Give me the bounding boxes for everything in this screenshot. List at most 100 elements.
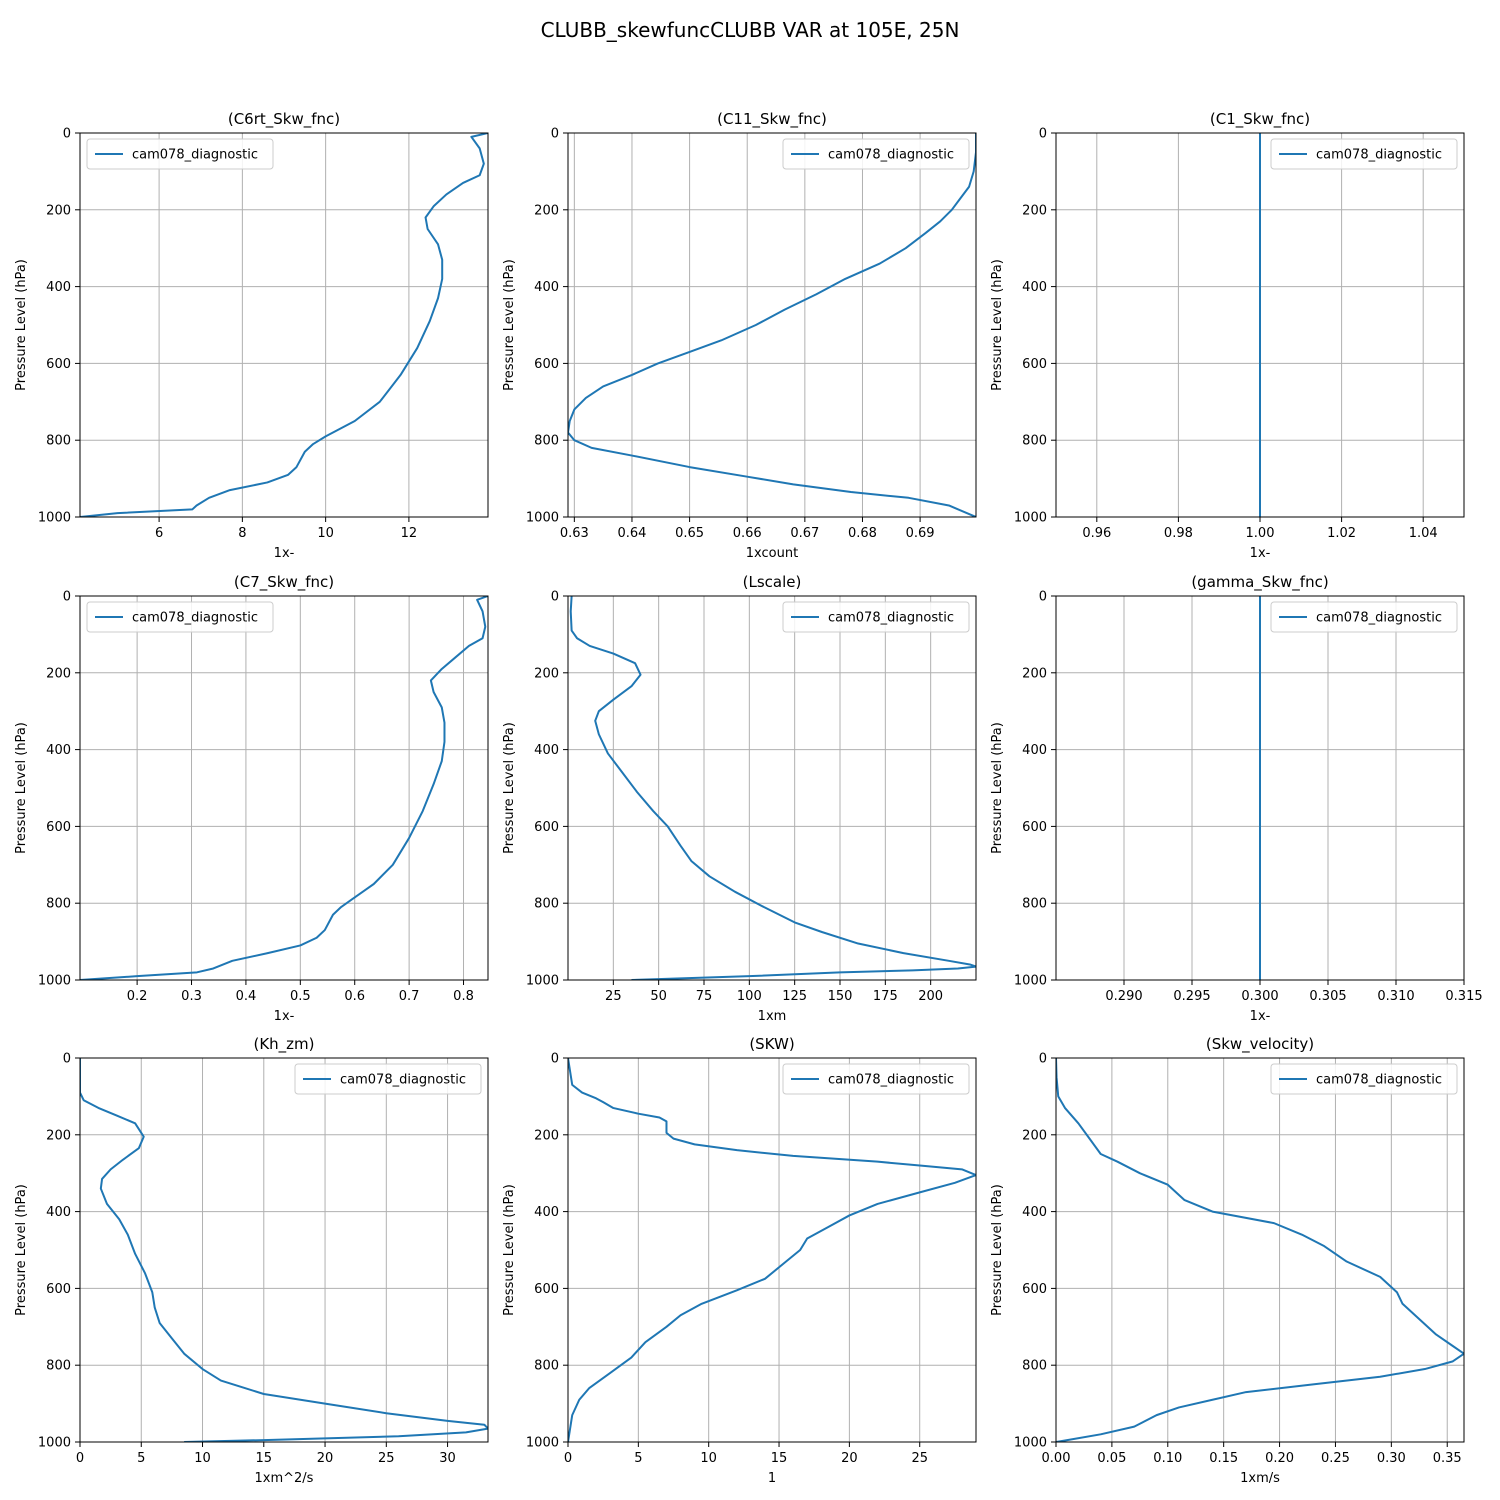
subplot-6: 0 5 10 15 20 25 30 0 200 400 600 800 1000 (Kh_zm) 1xm^… [14,1035,489,1486]
x-tick-label: 10 [700,1451,717,1466]
x-tick-label: 0.3 [181,989,202,1004]
legend-box [86,601,274,633]
y-tick-label: 400 [46,743,71,758]
y-tick-label: 400 [534,743,559,758]
axes-frame [79,132,489,518]
legend-box [1270,1063,1458,1095]
x-tick-label: 0.5 [290,989,311,1004]
x-tick-label: 25 [605,989,622,1004]
subplot-title: (Skw_velocity) [1206,1035,1314,1054]
subplot-title: (Lscale) [743,573,802,591]
series-line-0 [569,596,976,980]
subplot-4: 25 50 75 100 125 150 175 200 0 200 400 600 800 1000 (L… [502,573,977,1024]
x-tick-label: 150 [828,989,853,1004]
x-tick-label: 0 [76,1451,84,1466]
y-axis-label: Pressure Level (hPa) [502,722,517,854]
legend-label: cam078_diagnostic [1316,1073,1442,1088]
x-tick-label: 30 [439,1451,456,1466]
x-tick-label: 20 [841,1451,858,1466]
y-tick-label: 600 [46,820,71,835]
series-line-0 [568,1058,976,1442]
y-tick-label: 600 [46,1282,71,1297]
y-tick-label: 1000 [38,974,71,989]
y-tick-label: 200 [46,666,71,681]
x-tick-label: 75 [696,989,713,1004]
x-tick-label: 0.305 [1309,989,1346,1004]
legend-label: cam078_diagnostic [828,611,954,626]
legend: cam078_diagnostic [1270,1063,1458,1095]
y-axis-label: Pressure Level (hPa) [502,259,517,391]
series-line-0 [80,596,488,980]
legend-label: cam078_diagnostic [340,1073,466,1088]
x-tick-label: 0.300 [1241,989,1278,1004]
legend-label: cam078_diagnostic [828,148,954,163]
y-tick-label: 0 [63,127,71,142]
x-tick-label: 10 [194,1451,211,1466]
y-tick-label: 1000 [526,974,559,989]
legend-box [782,138,970,170]
series-line-0 [568,133,976,517]
series-line-0 [80,1058,488,1442]
subplot-title: (SKW) [749,1035,794,1053]
y-axis-label: Pressure Level (hPa) [990,259,1005,391]
x-tick-label: 1.02 [1327,526,1356,541]
y-tick-label: 1000 [526,511,559,526]
legend-box [1270,601,1458,633]
y-tick-label: 600 [534,1282,559,1297]
subplot-title: (gamma_Skw_fnc) [1191,573,1328,592]
y-tick-label: 0 [63,590,71,605]
axes-frame [567,1057,977,1443]
x-axis-label: 1xcount [746,546,798,561]
x-tick-label: 0.96 [1082,526,1111,541]
x-tick-label: 0 [564,1451,572,1466]
x-tick-label: 1.04 [1409,526,1438,541]
y-axis-label: Pressure Level (hPa) [502,1184,517,1316]
x-axis-label: 1x- [1250,1009,1271,1024]
x-tick-label: 0.30 [1377,1451,1406,1466]
y-tick-label: 0 [551,1052,559,1067]
axes-frame [567,132,977,518]
x-tick-label: 0.00 [1042,1451,1071,1466]
y-axis-label: Pressure Level (hPa) [990,722,1005,854]
y-tick-label: 1000 [38,1436,71,1451]
legend-box [782,1063,970,1095]
legend-box [1270,138,1458,170]
subplot-2: 0.96 0.98 1.00 1.02 1.04 0 200 400 600 800 1000 (C1… [990,110,1465,561]
x-axis-label: 1 [768,1471,776,1486]
y-tick-label: 800 [1022,897,1047,912]
y-tick-label: 400 [1022,1205,1047,1220]
y-tick-label: 0 [551,590,559,605]
y-tick-label: 0 [1039,127,1047,142]
subplot-grid: 6 8 10 1202004006008001000(C6rt_Skw_fnc)1x-… [14,110,1483,1486]
x-axis-label: 1x- [274,1009,295,1024]
y-tick-label: 0 [63,1052,71,1067]
y-tick-label: 600 [1022,357,1047,372]
y-tick-label: 0 [1039,1052,1047,1067]
y-tick-label: 800 [1022,1359,1047,1374]
y-tick-label: 800 [1022,434,1047,449]
x-tick-label: 20 [317,1451,334,1466]
y-tick-label: 400 [46,280,71,295]
x-tick-label: 0.15 [1209,1451,1238,1466]
legend-label: cam078_diagnostic [132,148,258,163]
x-tick-label: 0.66 [733,526,762,541]
subplot-title: (C7_Skw_fnc) [234,573,334,592]
legend: cam078_diagnostic [1270,601,1458,633]
x-tick-label: 15 [771,1451,788,1466]
y-tick-label: 0 [1039,590,1047,605]
legend: cam078_diagnostic [782,1063,970,1095]
x-tick-label: 0.25 [1321,1451,1350,1466]
x-tick-label: 200 [918,989,943,1004]
y-tick-label: 600 [46,357,71,372]
y-tick-label: 800 [46,434,71,449]
x-tick-label: 50 [650,989,667,1004]
y-tick-label: 600 [1022,820,1047,835]
x-tick-label: 0.315 [1445,989,1482,1004]
y-tick-label: 0 [551,127,559,142]
x-tick-label: 0.63 [560,526,589,541]
y-tick-label: 1000 [1014,1436,1047,1451]
x-tick-label: 0.65 [675,526,704,541]
y-tick-label: 400 [46,1205,71,1220]
x-tick-label: 25 [911,1451,928,1466]
